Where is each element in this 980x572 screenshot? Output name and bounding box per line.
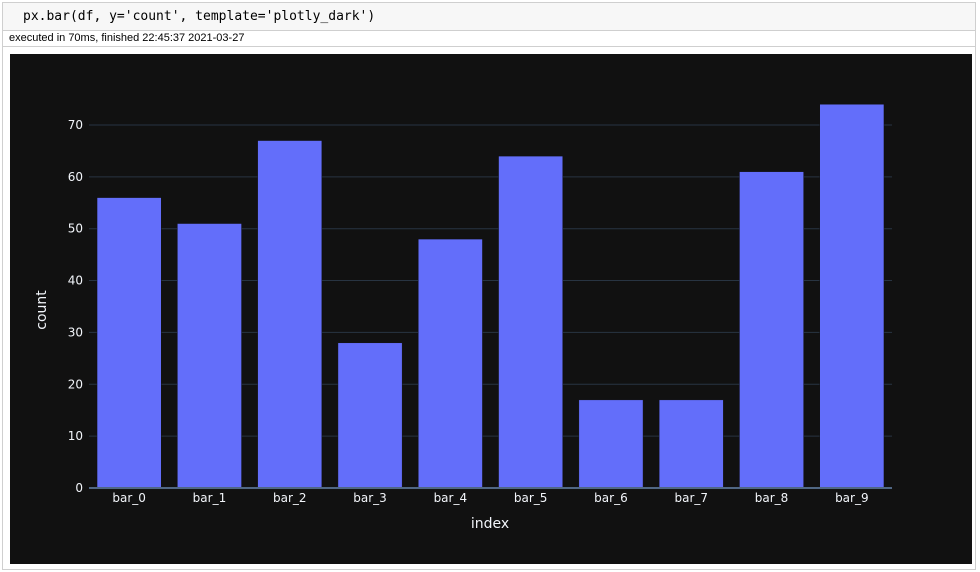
x-axis-title: index bbox=[471, 516, 509, 532]
bars[interactable] bbox=[96, 103, 885, 489]
bar-bar_5[interactable] bbox=[498, 155, 564, 489]
chart-background bbox=[10, 54, 972, 564]
y-tick-label: 10 bbox=[68, 429, 83, 443]
x-tick-label: bar_1 bbox=[193, 491, 227, 505]
bar-bar_3[interactable] bbox=[337, 342, 403, 489]
x-tick-label: bar_6 bbox=[594, 491, 628, 505]
plotly-figure[interactable]: 0 10 20 30 40 50 60 70 bar_0 bar_1 bar_2 bar_3 bar_… bbox=[10, 54, 972, 564]
y-tick-label: 0 bbox=[75, 481, 83, 495]
bar-bar_1[interactable] bbox=[177, 223, 242, 489]
x-tick-label: bar_2 bbox=[273, 491, 307, 505]
bar-bar_8[interactable] bbox=[739, 171, 804, 489]
x-tick-label: bar_7 bbox=[674, 491, 708, 505]
x-tick-label: bar_0 bbox=[112, 491, 146, 505]
y-axis-title: count bbox=[34, 290, 50, 330]
x-tick-label: bar_3 bbox=[353, 491, 387, 505]
bar-bar_9[interactable] bbox=[819, 103, 885, 489]
bar-bar_0[interactable] bbox=[96, 197, 162, 489]
bar-bar_4[interactable] bbox=[417, 238, 483, 489]
bar-bar_2[interactable] bbox=[257, 140, 323, 489]
bar-bar_7[interactable] bbox=[658, 399, 724, 489]
x-tick-labels: bar_0 bar_1 bar_2 bar_3 bar_4 bar_5 bar_6 bar_7… bbox=[112, 491, 868, 505]
bar-bar_6[interactable] bbox=[578, 399, 644, 489]
y-tick-label: 70 bbox=[68, 118, 83, 132]
y-tick-labels: 0 10 20 30 40 50 60 70 bbox=[68, 118, 83, 495]
x-tick-label: bar_4 bbox=[434, 491, 468, 505]
execution-status-text: executed in 70ms, finished 22:45:37 2021… bbox=[9, 32, 245, 44]
code-cell-input[interactable]: px.bar(df, y='count', template='plotly_d… bbox=[2, 2, 976, 31]
y-tick-label: 40 bbox=[68, 274, 83, 288]
execution-status-bar: executed in 70ms, finished 22:45:37 2021… bbox=[2, 31, 976, 47]
x-tick-label: bar_5 bbox=[514, 491, 548, 505]
y-tick-label: 20 bbox=[68, 377, 83, 391]
x-tick-label: bar_9 bbox=[835, 491, 869, 505]
x-tick-label: bar_8 bbox=[755, 491, 789, 505]
code-text[interactable]: px.bar(df, y='count', template='plotly_d… bbox=[23, 9, 376, 24]
y-tick-label: 60 bbox=[68, 170, 83, 184]
y-tick-label: 50 bbox=[68, 222, 83, 236]
y-tick-label: 30 bbox=[68, 325, 83, 339]
